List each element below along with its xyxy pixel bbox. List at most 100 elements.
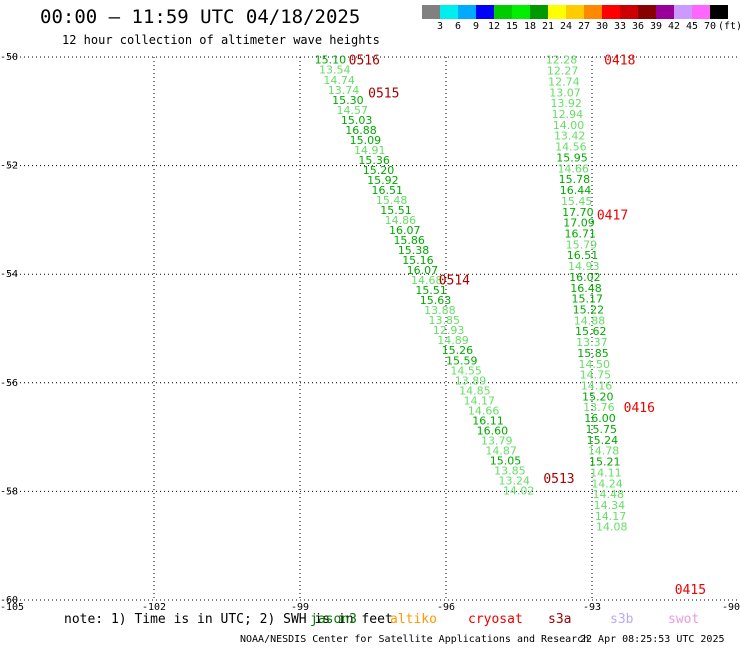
x-tick-label: -102 bbox=[142, 602, 166, 610]
color-swatch bbox=[620, 5, 638, 19]
wave-height-value: 14.17 bbox=[464, 394, 496, 407]
wave-height-value: 16.07 bbox=[389, 224, 421, 237]
color-scale-label: 36 bbox=[631, 21, 645, 32]
wave-height-value: 16.44 bbox=[560, 184, 592, 197]
chart-subtitle: 12 hour collection of altimeter wave hei… bbox=[62, 33, 380, 47]
wave-height-value: 13.54 bbox=[319, 64, 351, 77]
wave-height-value: 15.95 bbox=[556, 151, 588, 164]
wave-height-value: 13.85 bbox=[494, 464, 526, 477]
y-tick-label: -56 bbox=[0, 378, 18, 389]
wave-height-value: 13.74 bbox=[328, 84, 360, 97]
color-scale-label: 42 bbox=[667, 21, 681, 32]
legend-item-cryosat: cryosat bbox=[468, 612, 523, 627]
wave-height-value: 15.26 bbox=[442, 344, 474, 357]
color-swatch bbox=[494, 5, 512, 19]
x-tick-label: -105 bbox=[0, 602, 24, 610]
color-scale-label: 15 bbox=[505, 21, 519, 32]
day-label: 0415 bbox=[675, 583, 706, 598]
wave-height-value: 15.79 bbox=[566, 238, 598, 251]
wave-height-value: 12.74 bbox=[548, 75, 580, 88]
day-label: 0417 bbox=[597, 208, 628, 223]
track-0: 15.1013.5414.7413.7415.3014.5715.0316.88… bbox=[315, 54, 535, 498]
grid-lines bbox=[8, 56, 738, 601]
day-label: 0515 bbox=[368, 86, 399, 101]
wave-height-value: 14.85 bbox=[459, 384, 491, 397]
wave-height-map: -105 -102 -99 -96 -93 -90 -50 -52 -54 -56 -58 -60 1… bbox=[0, 52, 740, 610]
x-tick-label: -90 bbox=[722, 602, 740, 610]
wave-height-value: 13.37 bbox=[576, 336, 608, 349]
x-tick-label: -96 bbox=[437, 602, 455, 610]
legend-item-jason3: jason3 bbox=[310, 612, 357, 627]
wave-height-value: 16.48 bbox=[570, 282, 602, 295]
wave-height-value: 12.27 bbox=[547, 65, 579, 78]
wave-height-value: 16.02 bbox=[569, 271, 601, 284]
wave-height-value: 14.11 bbox=[590, 466, 622, 479]
y-tick-label: -60 bbox=[0, 595, 18, 606]
color-swatch bbox=[674, 5, 692, 19]
axis-tick-labels: -105 -102 -99 -96 -93 -90 -50 -52 -54 -56 -58 -60 bbox=[0, 52, 740, 610]
color-scale-bar bbox=[422, 5, 728, 19]
color-scale-label: 6 bbox=[454, 21, 462, 32]
color-swatch bbox=[476, 5, 494, 19]
color-scale-label: 3 bbox=[436, 21, 444, 32]
color-scale-label: 45 bbox=[685, 21, 699, 32]
wave-height-value: 13.79 bbox=[481, 434, 513, 447]
color-swatch bbox=[530, 5, 548, 19]
legend-item-s3a: s3a bbox=[548, 612, 572, 627]
wave-height-value: 17.09 bbox=[563, 217, 595, 230]
legend-item-s3b: s3b bbox=[610, 612, 634, 627]
wave-height-value: 14.78 bbox=[588, 445, 620, 458]
wave-height-value: 14.68 bbox=[411, 274, 443, 287]
wave-height-value: 14.89 bbox=[437, 334, 469, 347]
wave-height-value: 14.17 bbox=[595, 510, 627, 523]
color-scale-label: 21 bbox=[541, 21, 555, 32]
wave-height-value: 15.20 bbox=[582, 390, 614, 403]
legend-item-swot: swot bbox=[668, 612, 700, 627]
wave-height-value: 15.51 bbox=[380, 204, 412, 217]
color-scale-labels: 3 6 9 12 15 18 21 24 27 30 33 36 39 42 45 70 (ft) bbox=[422, 21, 740, 33]
day-label: 0416 bbox=[624, 401, 655, 416]
wave-height-value: 16.88 bbox=[345, 124, 377, 137]
wave-height-value: 15.30 bbox=[332, 94, 364, 107]
wave-height-value: 12.93 bbox=[433, 324, 465, 337]
y-tick-label: -54 bbox=[0, 269, 18, 280]
wave-height-value: 16.51 bbox=[567, 249, 599, 262]
wave-height-value: 17.70 bbox=[562, 206, 594, 219]
wave-height-value: 13.88 bbox=[424, 304, 456, 317]
wave-height-value: 15.38 bbox=[398, 244, 430, 257]
wave-height-value: 15.09 bbox=[350, 134, 382, 147]
wave-height-value: 15.17 bbox=[571, 293, 603, 306]
wave-height-value: 14.24 bbox=[591, 477, 623, 490]
wave-height-value: 16.07 bbox=[407, 264, 439, 277]
wave-height-value: 14.93 bbox=[568, 260, 600, 273]
wave-height-value: 14.16 bbox=[581, 380, 613, 393]
color-swatch bbox=[602, 5, 620, 19]
credit-line: NOAA/NESDIS Center for Satellite Applica… bbox=[240, 634, 590, 645]
color-swatch bbox=[422, 5, 440, 19]
wave-height-value: 15.03 bbox=[341, 114, 373, 127]
color-swatch bbox=[710, 5, 728, 19]
wave-height-value: 14.02 bbox=[503, 485, 535, 498]
y-tick-label: -50 bbox=[0, 52, 18, 63]
wave-height-value: 14.66 bbox=[557, 162, 589, 175]
wave-height-value: 13.42 bbox=[554, 130, 586, 143]
wave-height-value: 16.00 bbox=[584, 412, 616, 425]
color-scale-label: 39 bbox=[649, 21, 663, 32]
track-1: 12.2812.2712.7413.0713.9212.9414.0013.42… bbox=[546, 54, 628, 534]
day-label: 0513 bbox=[543, 472, 574, 487]
wave-height-value: 14.66 bbox=[468, 404, 500, 417]
color-scale-label: 27 bbox=[577, 21, 591, 32]
color-swatch bbox=[512, 5, 530, 19]
wave-height-value: 15.48 bbox=[376, 194, 408, 207]
wave-height-value: 12.94 bbox=[552, 108, 584, 121]
wave-height-value: 15.22 bbox=[573, 303, 605, 316]
color-swatch bbox=[692, 5, 710, 19]
wave-height-value: 14.87 bbox=[485, 444, 517, 457]
generated-timestamp: 22 Apr 08:25:53 UTC 2025 bbox=[580, 634, 725, 645]
wave-height-value: 14.56 bbox=[555, 141, 587, 154]
wave-height-value: 15.10 bbox=[315, 54, 347, 67]
wave-height-value: 15.63 bbox=[420, 294, 452, 307]
legend-item-altiko: altiko bbox=[390, 612, 437, 627]
wave-height-value: 13.07 bbox=[549, 86, 581, 99]
wave-height-value: 16.71 bbox=[564, 227, 596, 240]
